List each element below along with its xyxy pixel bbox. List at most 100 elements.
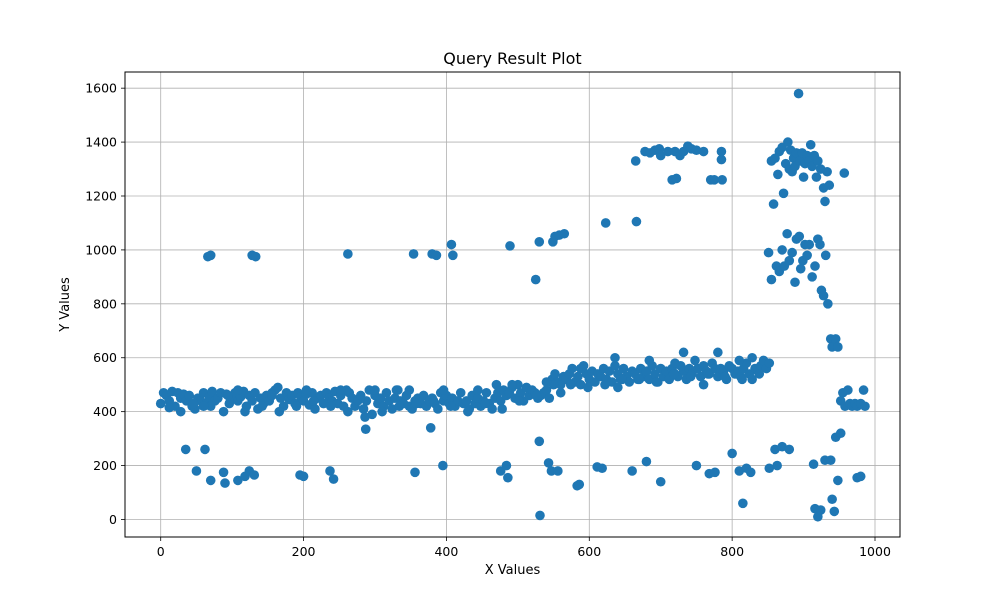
data-point — [535, 510, 545, 521]
data-point — [503, 472, 513, 483]
data-point — [663, 146, 673, 157]
data-point — [433, 404, 443, 414]
data-point — [716, 154, 727, 165]
data-points — [155, 88, 870, 522]
data-point — [233, 385, 243, 395]
data-point — [860, 401, 870, 412]
data-point — [764, 358, 775, 368]
data-point — [618, 363, 629, 374]
data-point — [807, 272, 817, 282]
data-point — [827, 494, 837, 505]
data-point — [766, 274, 777, 285]
data-point — [747, 352, 757, 363]
data-point — [839, 168, 850, 178]
data-point — [463, 406, 473, 417]
data-point — [691, 460, 702, 471]
data-point — [445, 401, 456, 412]
data-point — [644, 355, 655, 366]
data-point — [820, 250, 831, 261]
data-point — [218, 467, 229, 478]
data-point — [734, 355, 745, 366]
data-point — [833, 475, 843, 486]
data-point — [514, 396, 525, 406]
data-point — [534, 436, 545, 447]
data-point — [858, 385, 869, 395]
data-point — [191, 466, 202, 476]
data-point — [200, 444, 210, 455]
data-point — [764, 463, 775, 474]
data-point — [335, 385, 346, 395]
data-point — [507, 379, 517, 390]
data-point — [597, 463, 607, 474]
data-point — [804, 239, 815, 250]
y-tick-label: 200 — [93, 458, 117, 473]
data-point — [501, 460, 512, 471]
data-point — [428, 396, 439, 406]
data-point — [301, 385, 312, 395]
data-point — [247, 396, 257, 406]
data-point — [783, 137, 793, 147]
data-point — [550, 369, 560, 379]
data-point — [553, 466, 563, 476]
y-axis-label: Y Values — [58, 277, 73, 333]
data-point — [655, 476, 666, 487]
data-point — [600, 218, 611, 228]
data-point — [717, 175, 727, 185]
data-point — [455, 387, 466, 398]
data-point — [777, 245, 787, 255]
data-point — [818, 290, 829, 301]
data-point — [431, 250, 442, 261]
data-point — [541, 377, 552, 387]
data-point — [425, 423, 436, 433]
data-point — [709, 175, 720, 185]
y-tick-label: 600 — [93, 350, 117, 365]
data-point — [698, 146, 709, 157]
data-point — [678, 347, 689, 358]
data-point — [720, 371, 730, 382]
data-point — [793, 88, 804, 99]
data-point — [613, 382, 623, 393]
x-tick-label: 0 — [157, 544, 165, 559]
data-point — [810, 261, 820, 271]
data-point — [655, 150, 666, 161]
data-point — [408, 249, 419, 259]
data-point — [249, 470, 260, 480]
data-point — [691, 145, 702, 155]
data-point — [670, 358, 680, 368]
data-point — [411, 398, 422, 409]
data-point — [370, 385, 380, 395]
data-point — [394, 401, 405, 412]
data-point — [473, 385, 483, 395]
data-point — [198, 401, 209, 412]
data-point — [298, 471, 309, 482]
data-point — [218, 406, 229, 417]
data-point — [772, 460, 782, 471]
data-point — [710, 467, 720, 478]
data-point — [555, 387, 566, 398]
data-point — [325, 401, 336, 412]
data-point — [404, 385, 415, 395]
x-tick-label: 400 — [434, 544, 458, 559]
data-point — [600, 379, 610, 390]
data-point — [763, 247, 774, 258]
chart-title: Query Result Plot — [443, 49, 581, 68]
data-point — [805, 139, 816, 150]
data-point — [543, 458, 554, 468]
data-point — [610, 361, 620, 371]
data-point — [822, 166, 832, 177]
data-point — [544, 393, 555, 403]
data-point — [651, 377, 662, 387]
data-point — [360, 424, 371, 434]
data-point — [573, 371, 583, 382]
data-point — [410, 467, 420, 478]
data-point — [824, 180, 835, 191]
data-point — [487, 404, 497, 414]
data-point — [559, 228, 570, 239]
y-tick-label: 0 — [109, 512, 117, 527]
data-point — [782, 228, 792, 239]
y-axis-ticks: 0 200 400 600 800 1000 1200 1400 1600 — [85, 81, 125, 527]
data-point — [787, 247, 797, 258]
data-point — [671, 173, 682, 184]
y-tick-label: 1400 — [85, 135, 117, 150]
